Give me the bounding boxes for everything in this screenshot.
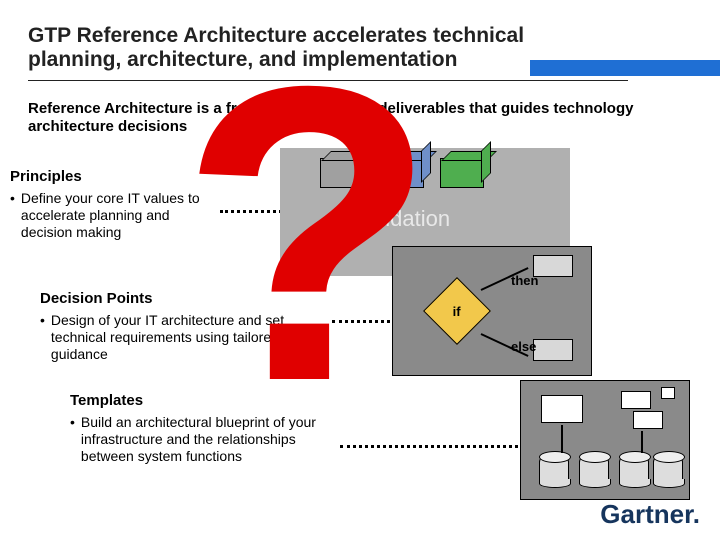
flow-else-box (533, 339, 573, 361)
flow-then-label: then (511, 273, 538, 288)
tpl-cyl-2 (579, 456, 609, 486)
flow-panel: if then else (392, 246, 592, 376)
principles-text: Define your core IT values to accelerate… (21, 190, 215, 240)
foundation-cube-3 (440, 158, 484, 188)
tpl-box-1 (541, 395, 583, 423)
decision-text: Design of your IT architecture and set t… (51, 312, 330, 362)
foundation-cube-1 (320, 158, 364, 188)
brand-name: Gartner (600, 499, 693, 529)
flow-then-box (533, 255, 573, 277)
flow-if-label: if (453, 303, 461, 318)
flow-else-label: else (511, 339, 536, 354)
tpl-cyl-3 (619, 456, 649, 486)
templates-heading: Templates (70, 392, 143, 409)
templates-text: Build an architectural blueprint of your… (81, 414, 330, 464)
tpl-box-3 (633, 411, 663, 429)
tpl-line-2 (641, 431, 643, 453)
decision-heading: Decision Points (40, 290, 153, 307)
decision-body: •Design of your IT architecture and set … (40, 312, 330, 362)
tpl-line-1 (561, 425, 563, 453)
principles-heading: Principles (10, 168, 82, 185)
principles-body: •Define your core IT values to accelerat… (10, 190, 215, 240)
accent-bar (530, 60, 720, 76)
tpl-box-2 (621, 391, 651, 409)
tpl-cyl-1 (539, 456, 569, 486)
tpl-box-4 (661, 387, 675, 399)
foundation-cube-2 (380, 158, 424, 188)
title-rule (28, 80, 628, 81)
template-panel (520, 380, 690, 500)
templates-body: •Build an architectural blueprint of you… (70, 414, 330, 464)
connector-templates (340, 445, 530, 448)
gartner-logo: Gartner. (600, 499, 700, 530)
page-title: GTP Reference Architecture accelerates t… (28, 24, 588, 72)
foundation-label: Foundation (340, 206, 450, 232)
page-subtitle: Reference Architecture is a framework of… (28, 100, 688, 136)
tpl-cyl-4 (653, 456, 683, 486)
